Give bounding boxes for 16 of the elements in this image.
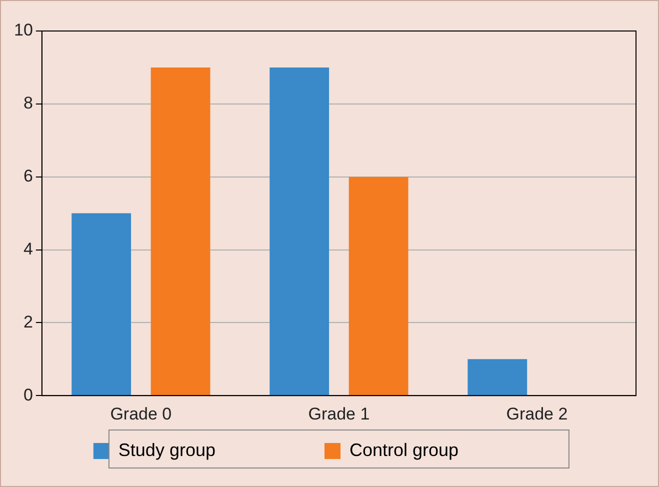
x-tick-label: Grade 1 [308, 404, 370, 424]
y-tick-label: 4 [23, 239, 33, 258]
legend-label: Control group [350, 440, 554, 460]
y-tick-label: 8 [23, 94, 33, 113]
x-tick-label: Grade 0 [110, 404, 172, 424]
y-tick-label: 6 [23, 166, 33, 186]
bar [348, 176, 408, 396]
legend-label: Study group [118, 440, 311, 460]
bar [150, 67, 210, 396]
y-tick-label: 0 [23, 385, 33, 404]
bar [72, 213, 132, 396]
bar [270, 67, 330, 396]
x-tick-label: Grade 2 [506, 404, 568, 424]
y-tick-label: 10 [14, 20, 33, 40]
y-tick-label: 2 [23, 312, 33, 332]
bar [468, 359, 528, 396]
